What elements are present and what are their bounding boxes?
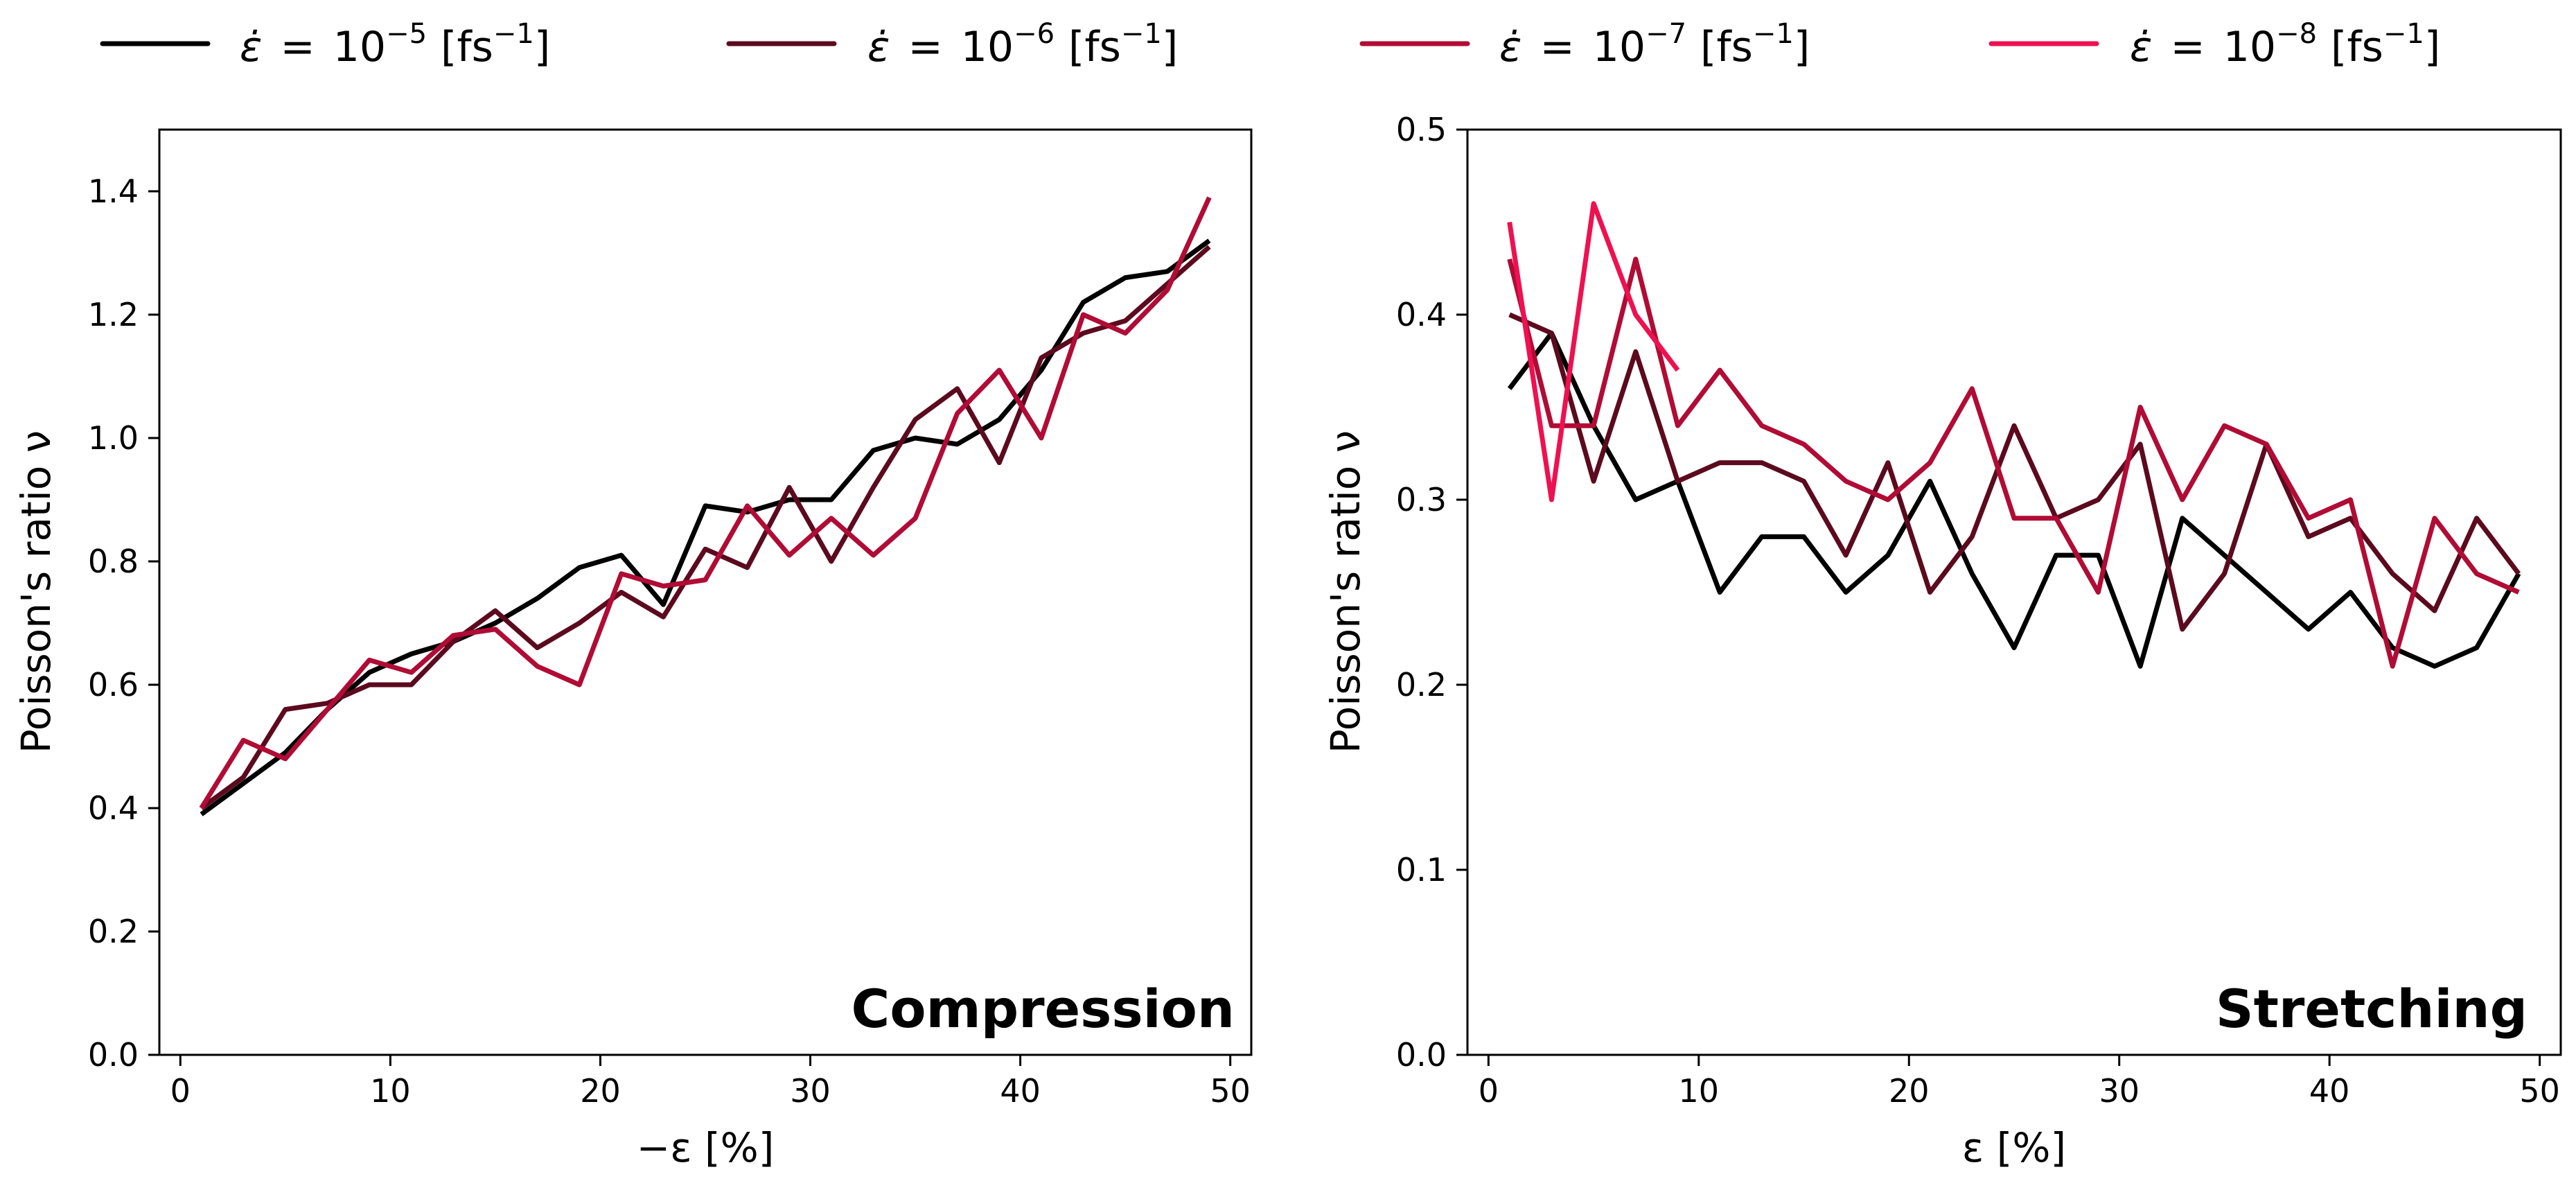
compression-plot-area bbox=[158, 128, 1253, 1056]
stretching-y-tick-label-0: 0.0 bbox=[1396, 1036, 1447, 1074]
compression-y-tick-label-4: 0.8 bbox=[88, 543, 139, 580]
stretching-panel: Stretching ε [%] Poisson's ratio ν 0 10 20… bbox=[1322, 111, 2562, 1171]
legend-label-2: ε̇ = 10−6 [fs−1] bbox=[867, 18, 1178, 71]
legend-item-2: ε̇ = 10−6 [fs−1] bbox=[726, 18, 1178, 71]
legend: ε̇ = 10−5 [fs−1] ε̇ = 10−6 [fs−1] ε̇ = 10−7 [fs−1… bbox=[100, 18, 2440, 71]
legend-label-4: ε̇ = 10−8 [fs−1] bbox=[2130, 18, 2440, 71]
stretching-series-group bbox=[1507, 201, 2521, 669]
stretching-y-tick-label-3: 0.3 bbox=[1396, 481, 1447, 518]
compression-y-axis-label: Poisson's ratio ν bbox=[12, 430, 60, 753]
compression-series-group bbox=[199, 196, 1212, 816]
compression-x-axis-label: −ε [%] bbox=[637, 1124, 775, 1171]
stretching-panel-label: Stretching bbox=[2216, 978, 2528, 1040]
compression-y-tick-label-0: 0.0 bbox=[88, 1036, 139, 1074]
compression-plot-frame bbox=[158, 128, 1253, 1056]
compression-x-tick-label-1: 10 bbox=[370, 1072, 411, 1110]
stretching-series-2-line bbox=[1508, 312, 2521, 632]
stretching-x-tick-label-3: 30 bbox=[2099, 1072, 2140, 1110]
stretching-y-tick-label-4: 0.4 bbox=[1396, 296, 1447, 333]
compression-series-1-line bbox=[200, 238, 1211, 816]
legend-item-4: ε̇ = 10−8 [fs−1] bbox=[1988, 18, 2440, 71]
compression-y-tick-label-1: 0.2 bbox=[88, 913, 139, 950]
stretching-y-tick-label-1: 0.1 bbox=[1396, 851, 1447, 889]
compression-x-tick-label-5: 50 bbox=[1210, 1072, 1251, 1110]
stretching-series-4-line bbox=[1507, 201, 1680, 502]
stretching-x-tick-label-4: 40 bbox=[2309, 1072, 2350, 1110]
compression-series-2-line bbox=[200, 245, 1211, 810]
legend-item-1: ε̇ = 10−5 [fs−1] bbox=[100, 18, 550, 71]
compression-y-tick-label-7: 1.4 bbox=[88, 173, 139, 210]
stretching-y-axis-label: Poisson's ratio ν bbox=[1322, 430, 1369, 753]
compression-x-tick-label-0: 0 bbox=[170, 1072, 191, 1110]
compression-panel-label: Compression bbox=[852, 978, 1235, 1040]
stretching-x-tick-label-1: 10 bbox=[1679, 1072, 1720, 1110]
stretching-y-tick-label-5: 0.5 bbox=[1396, 111, 1447, 148]
compression-x-tick-label-3: 30 bbox=[790, 1072, 831, 1110]
stretching-series-3-line bbox=[1507, 256, 2520, 669]
stretching-x-axis-label: ε [%] bbox=[1962, 1124, 2066, 1171]
stretching-x-tick-label-5: 50 bbox=[2519, 1072, 2560, 1110]
legend-item-3: ε̇ = 10−7 [fs−1] bbox=[1359, 18, 1810, 71]
compression-y-tick-label-3: 0.6 bbox=[88, 666, 139, 703]
compression-x-tick-label-2: 20 bbox=[580, 1072, 621, 1110]
compression-panel: Compression −ε [%] Poisson's ratio ν 0 10… bbox=[12, 128, 1253, 1171]
stretching-x-tick-label-2: 20 bbox=[1889, 1072, 1930, 1110]
stretching-x-tick-label-0: 0 bbox=[1479, 1072, 1499, 1110]
stretching-plot-area bbox=[1466, 128, 2562, 1056]
legend-label-1: ε̇ = 10−5 [fs−1] bbox=[240, 18, 550, 71]
compression-y-tick-label-2: 0.4 bbox=[88, 789, 139, 827]
compression-y-tick-label-6: 1.2 bbox=[88, 296, 139, 333]
compression-series-3-line bbox=[199, 196, 1212, 810]
stretching-y-tick-label-2: 0.2 bbox=[1396, 666, 1447, 703]
stretching-plot-frame bbox=[1466, 128, 2562, 1056]
compression-y-tick-label-5: 1.0 bbox=[88, 419, 139, 457]
legend-label-3: ε̇ = 10−7 [fs−1] bbox=[1499, 18, 1810, 71]
compression-x-tick-label-4: 40 bbox=[1000, 1072, 1041, 1110]
